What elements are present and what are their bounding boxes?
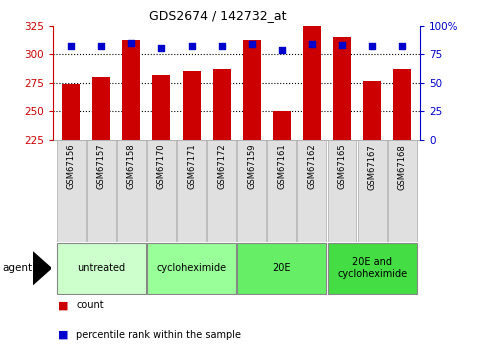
Point [128, 40, 135, 46]
Text: GSM67157: GSM67157 [97, 144, 106, 189]
Point [188, 43, 196, 49]
Bar [393, 69, 411, 140]
Text: 20E and
cycloheximide: 20E and cycloheximide [337, 257, 407, 279]
Bar [153, 75, 170, 140]
Bar [357, 140, 386, 242]
Text: GSM67171: GSM67171 [187, 144, 196, 189]
Bar [242, 40, 261, 140]
Point [218, 43, 226, 49]
Bar [62, 84, 80, 140]
Bar [363, 80, 381, 140]
Text: GSM67168: GSM67168 [398, 144, 407, 189]
Bar [147, 243, 236, 294]
Text: 20E: 20E [272, 263, 291, 273]
Point [308, 41, 316, 47]
Bar [333, 37, 351, 140]
Bar [237, 243, 327, 294]
Text: GSM67161: GSM67161 [277, 144, 286, 189]
Bar [237, 140, 266, 242]
Bar [268, 140, 296, 242]
Text: GSM67159: GSM67159 [247, 144, 256, 189]
Bar [177, 140, 206, 242]
Bar [92, 77, 110, 140]
Text: cycloheximide: cycloheximide [156, 263, 227, 273]
Text: percentile rank within the sample: percentile rank within the sample [76, 330, 242, 339]
Bar [327, 140, 356, 242]
Text: ■: ■ [58, 300, 69, 310]
Text: untreated: untreated [77, 263, 125, 273]
Bar [147, 140, 176, 242]
Bar [183, 71, 200, 140]
Text: GDS2674 / 142732_at: GDS2674 / 142732_at [149, 9, 286, 22]
Bar [213, 69, 231, 140]
Text: GSM67165: GSM67165 [338, 144, 346, 189]
Bar [303, 26, 321, 140]
Bar [57, 140, 85, 242]
Bar [298, 140, 327, 242]
Text: agent: agent [2, 263, 32, 273]
Text: GSM67162: GSM67162 [307, 144, 316, 189]
Bar [122, 40, 141, 140]
Point [98, 43, 105, 49]
Bar [273, 111, 291, 140]
Text: GSM67170: GSM67170 [157, 144, 166, 189]
Polygon shape [33, 252, 51, 285]
Bar [87, 140, 116, 242]
Text: count: count [76, 300, 104, 310]
Point [278, 47, 285, 52]
Point [338, 42, 346, 48]
Bar [117, 140, 146, 242]
Point [67, 43, 75, 49]
Text: GSM67158: GSM67158 [127, 144, 136, 189]
Bar [327, 243, 417, 294]
Point [248, 41, 256, 47]
Point [368, 43, 376, 49]
Text: GSM67156: GSM67156 [67, 144, 76, 189]
Text: ■: ■ [58, 330, 69, 339]
Point [398, 43, 406, 49]
Bar [388, 140, 417, 242]
Bar [57, 243, 146, 294]
Text: GSM67167: GSM67167 [368, 144, 377, 189]
Point [157, 45, 165, 50]
Bar [207, 140, 236, 242]
Text: GSM67172: GSM67172 [217, 144, 226, 189]
